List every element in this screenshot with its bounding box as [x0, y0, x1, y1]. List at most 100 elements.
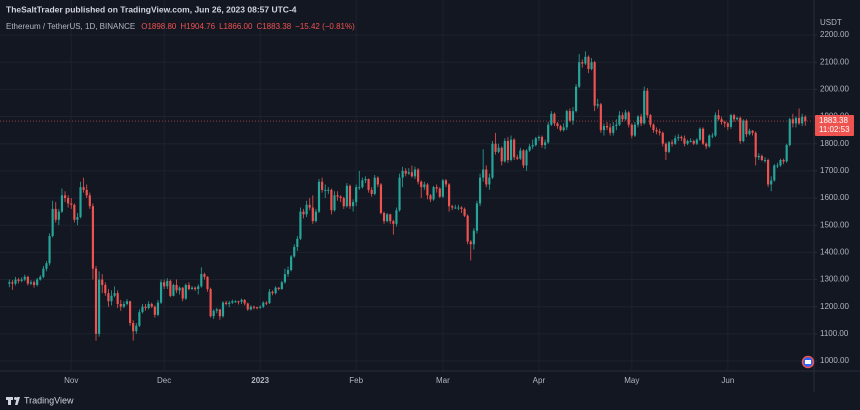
candle-body [249, 306, 252, 310]
candle-body [163, 282, 166, 287]
candle-body [432, 187, 435, 200]
candle-body [729, 115, 733, 127]
candle-body [181, 287, 184, 299]
candle-body [667, 142, 671, 152]
footer [0, 392, 860, 410]
candle-body [785, 145, 788, 162]
candle-body [692, 140, 695, 144]
candle-body [612, 126, 615, 133]
candle-body [404, 170, 407, 174]
candle-body [497, 147, 500, 152]
candle-body [717, 115, 720, 120]
candle-body [94, 268, 98, 334]
candle-body [686, 140, 689, 144]
candle-body [596, 104, 599, 106]
candle-body [166, 280, 169, 287]
candle-body [776, 165, 779, 167]
candle-body [57, 211, 60, 220]
candle-body [255, 307, 259, 309]
candle-body [646, 90, 649, 116]
candle-body [286, 270, 290, 275]
candle-body [472, 230, 475, 245]
candle-body [482, 169, 485, 178]
candle-body [475, 203, 479, 231]
candle-body [101, 279, 104, 285]
candle-body [494, 143, 497, 152]
ohlc-legend: H1904.76 [180, 22, 215, 31]
candle-body [751, 130, 754, 133]
candle-body [36, 279, 39, 285]
candle-body [187, 284, 191, 290]
candle-body [110, 295, 113, 302]
candle-body [296, 238, 299, 247]
candle-body [519, 150, 522, 159]
candle-body [797, 117, 801, 124]
candle-body [17, 279, 20, 281]
candle-body [54, 208, 57, 220]
candle-body [537, 136, 540, 139]
candle-body [135, 325, 138, 332]
candle-body [262, 302, 265, 307]
candle-body [754, 132, 757, 158]
candle-body [150, 303, 153, 307]
candle-body [534, 138, 537, 146]
candle-body [339, 196, 342, 199]
ohlc-legend: C1883.38 [256, 22, 291, 31]
candle-body [581, 62, 584, 64]
countdown: 11:02:53 [819, 125, 850, 134]
candle-body [228, 302, 231, 304]
candle-body [45, 263, 48, 269]
candle-body [401, 170, 404, 178]
y-tick-label: 1800.00 [820, 139, 849, 148]
candle-body [565, 111, 568, 128]
candle-body [153, 306, 156, 315]
candle-body [197, 286, 200, 290]
candle-body [159, 282, 163, 303]
y-tick-label: 1100.00 [820, 329, 849, 338]
candle-body [407, 172, 410, 174]
candle-body [587, 56, 590, 69]
candle-body [138, 312, 141, 326]
candle-body [395, 210, 398, 224]
candle-body [757, 155, 760, 158]
candle-body [398, 177, 401, 211]
candle-body [76, 217, 79, 220]
candle-body [147, 303, 150, 309]
x-tick-label: Nov [64, 376, 78, 385]
candle-body [801, 116, 804, 124]
candle-body [804, 116, 807, 122]
x-tick-label: Feb [349, 376, 363, 385]
candle-body [528, 146, 531, 151]
candle-body [664, 143, 667, 152]
candle-body [571, 111, 575, 121]
candle-body [593, 62, 596, 106]
y-tick-label: 1000.00 [820, 356, 849, 365]
candle-body [448, 184, 451, 207]
candle-body [85, 189, 88, 196]
last-price-box [815, 115, 854, 137]
candle-body [683, 138, 686, 144]
candle-body [779, 160, 782, 166]
candle-body [82, 187, 85, 190]
candle-body [509, 139, 513, 161]
candle-body [70, 203, 73, 205]
candle-body [714, 115, 717, 136]
candle-body [726, 123, 729, 127]
candle-body [522, 150, 525, 166]
candle-body [782, 160, 785, 162]
candle-body [463, 208, 466, 216]
candle-body [48, 236, 51, 264]
candle-body [88, 195, 91, 207]
candle-body [621, 115, 624, 120]
candle-body [14, 279, 17, 284]
candle-body [20, 279, 23, 281]
candle-body [225, 302, 228, 304]
y-tick-label: 2000.00 [820, 84, 849, 93]
candles [8, 51, 807, 341]
candle-body [469, 241, 472, 245]
candle-body [60, 195, 64, 212]
candle-body [259, 306, 262, 308]
candle-body [723, 121, 726, 124]
candle-body [206, 276, 209, 290]
